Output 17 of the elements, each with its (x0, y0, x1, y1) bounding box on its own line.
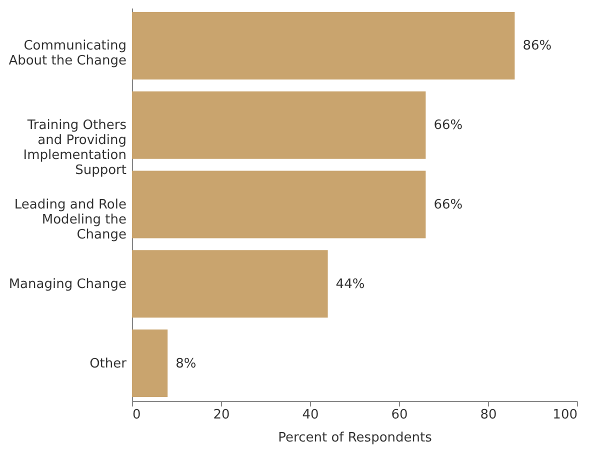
x-tick-label: 100 (552, 408, 578, 422)
y-tick-label: Other (90, 356, 128, 372)
x-tick-label: 0 (132, 408, 141, 422)
y-tick-label: Communicating About the Change (8, 38, 126, 69)
y-tick-label: Leading and Role Modeling the Change (14, 198, 126, 242)
y-tick-label: Training Others and Providing Implementation Support (23, 118, 127, 178)
x-tick-label: 20 (213, 408, 230, 422)
y-tick-label: Managing Change (8, 276, 126, 292)
x-tick-label: 60 (391, 408, 408, 422)
data-label: 44% (336, 276, 365, 292)
data-label: 66% (434, 198, 463, 212)
x-tick-label: 40 (302, 408, 319, 422)
x-axis-title: Percent of Respondents (278, 430, 432, 446)
data-label: 66% (434, 118, 463, 134)
data-label: 8% (176, 356, 196, 372)
data-label: 86% (522, 38, 552, 54)
x-tick-label: 80 (480, 408, 497, 422)
